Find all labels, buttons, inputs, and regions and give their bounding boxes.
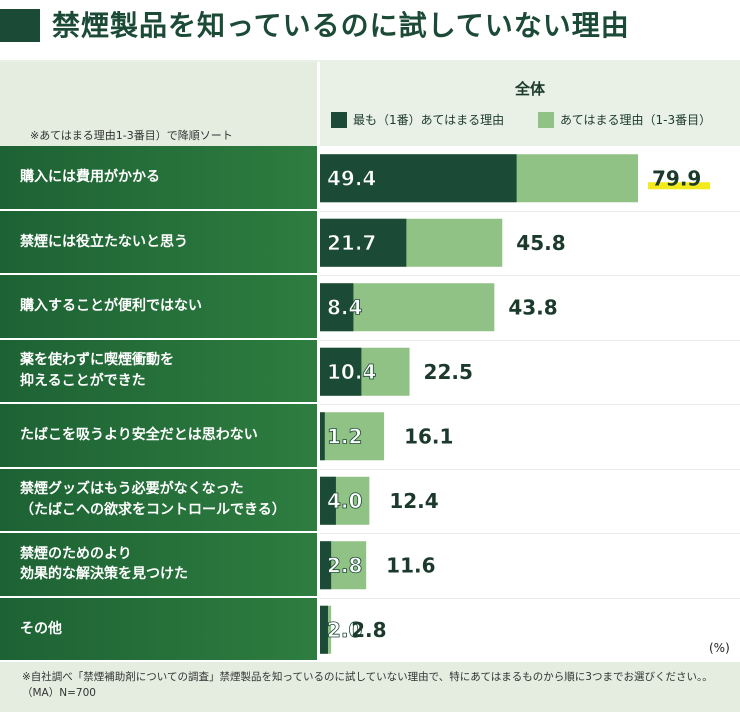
- legend-item-secondary: あてはまる理由（1-3番目）: [538, 111, 711, 128]
- row-separator: [320, 210, 740, 212]
- row-separator: [320, 275, 740, 276]
- data-label-primary: 21.7: [327, 231, 376, 255]
- data-label-primary: 8.4: [327, 295, 362, 319]
- category-label: 禁煙グッズはもう必要がなくなった （たばこへの欲求をコントロールできる）: [0, 468, 317, 533]
- sort-note: ※あてはまる理由1-3番目）で降順ソート: [30, 129, 233, 142]
- category-label: その他: [0, 597, 317, 662]
- bar-primary: [320, 283, 354, 332]
- row-separator: [320, 597, 740, 599]
- data-label-primary: 2.8: [327, 553, 362, 577]
- bar-primary: [320, 154, 517, 203]
- highlight-underline: [648, 182, 711, 190]
- data-label-secondary: 43.8: [508, 295, 557, 319]
- row-separator: [320, 404, 740, 405]
- data-label-primary: 2.0: [327, 618, 362, 642]
- data-label-secondary: 16.1: [404, 424, 453, 448]
- header-left-panel: [0, 62, 317, 146]
- legend-swatch-primary: [331, 111, 347, 128]
- footnote: ※自社調べ「禁煙補助剤についての調査」禁煙製品を知っているのに試していない理由で…: [22, 671, 713, 699]
- data-label-primary: 49.4: [327, 166, 376, 190]
- data-label-secondary: 11.6: [386, 553, 435, 577]
- bar-primary: [320, 218, 407, 267]
- title-marker: [0, 9, 40, 42]
- footer: [0, 662, 740, 712]
- data-label-primary: 10.4: [327, 360, 376, 384]
- bar-primary: [320, 605, 328, 654]
- row-separator: [320, 339, 740, 341]
- category-label: 購入することが便利ではない: [0, 275, 317, 340]
- column-divider: [317, 62, 320, 662]
- category-label: たばこを吸うより安全だとは思わない: [0, 404, 317, 469]
- category-label: 薬を使わずに喫煙衝動を 抑えることができた: [0, 339, 317, 404]
- bar-primary: [320, 347, 362, 396]
- unit-label: (%): [709, 641, 730, 655]
- bar-secondary: [320, 412, 385, 461]
- data-label-secondary: 22.5: [424, 360, 473, 384]
- bar-primary: [320, 412, 325, 461]
- bar-primary: [320, 541, 332, 590]
- data-label-secondary: 2.8: [351, 618, 386, 642]
- category-label: 購入には費用がかかる: [0, 146, 317, 211]
- data-label-secondary: 12.4: [389, 489, 438, 513]
- bar-primary: [320, 476, 336, 525]
- legend-label-secondary: あてはまる理由（1-3番目）: [560, 113, 712, 127]
- row-separator: [320, 533, 740, 534]
- category-label: 禁煙には役立たないと思う: [0, 210, 317, 275]
- data-label-primary: 4.0: [327, 489, 362, 513]
- data-label-secondary: 79.9: [652, 166, 701, 190]
- row-separator: [320, 468, 740, 470]
- column-header: 全体: [514, 80, 545, 98]
- legend-label-primary: 最も（1番）あてはまる理由: [353, 113, 505, 127]
- chart-title: 禁煙製品を知っているのに試していない理由: [52, 9, 630, 42]
- data-label-secondary: 45.8: [516, 231, 565, 255]
- category-label: 禁煙のためのより 効果的な解決策を見つけた: [0, 533, 317, 598]
- title-bar: 禁煙製品を知っているのに試していない理由: [0, 0, 740, 60]
- legend-swatch-secondary: [538, 111, 554, 128]
- data-label-primary: 1.2: [327, 424, 362, 448]
- legend-item-primary: 最も（1番）あてはまる理由: [331, 111, 504, 128]
